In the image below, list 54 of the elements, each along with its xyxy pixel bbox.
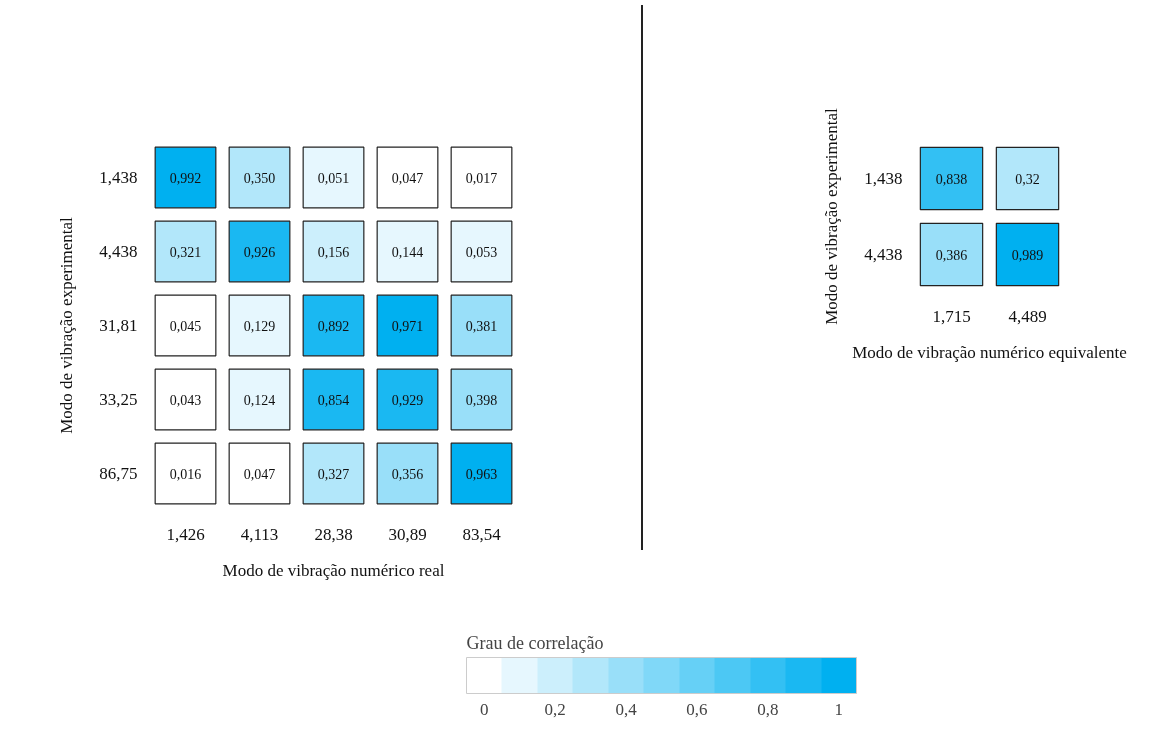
x-axis-title: Modo de vibração numérico equivalente [852, 342, 1127, 362]
color-bar-label: 1 [834, 699, 844, 719]
x-tick-label: 4,113 [240, 524, 279, 544]
y-tick-label: 33,25 [99, 390, 138, 409]
color-bar-label: 0,4 [615, 699, 638, 719]
data-label: 0,350 [243, 170, 276, 186]
data-label: 0,047 [391, 170, 424, 186]
color-bar-label: 0,2 [544, 699, 566, 719]
x-tick-label: 28,38 [314, 524, 353, 544]
y-tick-label: 4,438 [864, 245, 903, 264]
data-label: 0,926 [243, 244, 276, 260]
data-label: 0,32 [1015, 171, 1040, 187]
data-label: 0,989 [1011, 247, 1044, 263]
data-label: 0,051 [317, 170, 350, 186]
data-label: 0,381 [465, 318, 498, 334]
data-label: 0,929 [391, 392, 424, 408]
x-tick-label: 30,89 [388, 524, 427, 544]
data-label: 0,053 [465, 244, 498, 260]
data-label: 0,992 [169, 170, 202, 186]
y-tick-label: 1,438 [99, 168, 138, 187]
data-label: 0,398 [465, 392, 498, 408]
y-tick-label: 86,75 [99, 464, 138, 483]
x-tick-label: 1,715 [932, 306, 971, 326]
x-tick-label: 83,54 [462, 524, 502, 544]
data-label: 0,356 [391, 466, 424, 482]
data-label: 0,321 [169, 244, 202, 260]
x-tick-label: 4,489 [1008, 306, 1047, 326]
y-tick-label: 4,438 [99, 242, 138, 261]
data-label: 0,129 [243, 318, 276, 334]
color-bar-label: 0,8 [757, 699, 779, 719]
data-label: 0,386 [935, 247, 968, 263]
y-axis-title: Modo de vibração experimental [822, 107, 842, 325]
x-axis-title: Modo de vibração numérico real [222, 560, 445, 580]
data-label: 0,124 [243, 392, 276, 408]
data-label: 0,963 [465, 466, 498, 482]
color-bar-label: 0,6 [686, 699, 708, 719]
y-tick-label: 31,81 [99, 316, 138, 335]
y-tick-label: 1,438 [864, 169, 903, 188]
data-label: 0,016 [169, 466, 202, 482]
data-label: 0,017 [465, 170, 498, 186]
data-label: 0,854 [317, 392, 350, 408]
data-label: 0,327 [317, 466, 350, 482]
data-label: 0,156 [317, 244, 350, 260]
y-axis-title: Modo de vibração experimental [57, 216, 77, 434]
data-label: 0,043 [169, 392, 202, 408]
data-label: 0,047 [243, 466, 276, 482]
x-tick-label: 1,426 [166, 524, 205, 544]
color-bar-title: Grau de correlação [466, 632, 604, 653]
data-label: 0,971 [391, 318, 424, 334]
data-label: 0,892 [317, 318, 350, 334]
data-label: 0,144 [391, 244, 424, 260]
data-label: 0,838 [935, 171, 968, 187]
color-bar-label: 0 [479, 699, 489, 719]
data-label: 0,045 [169, 318, 202, 334]
